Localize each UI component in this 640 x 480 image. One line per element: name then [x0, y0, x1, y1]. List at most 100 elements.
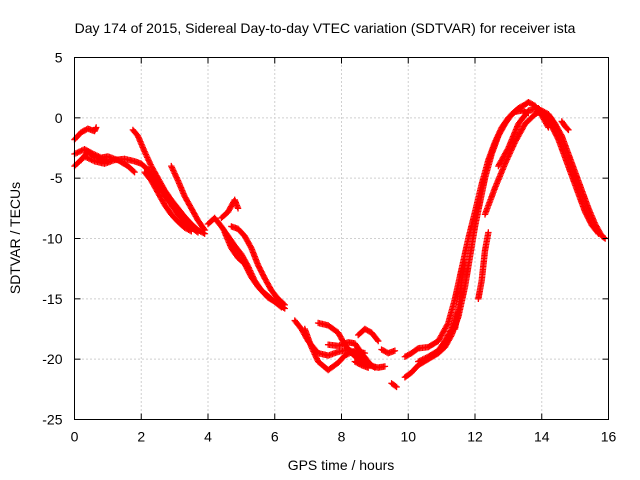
series-track-9: [218, 196, 242, 222]
series-track-19: [388, 380, 400, 391]
data-point: [74, 149, 81, 156]
x-axis-title: GPS time / hours: [288, 457, 395, 473]
x-tick-label: 16: [601, 429, 617, 445]
data-point: [85, 155, 93, 162]
data-point: [594, 229, 601, 236]
data-point: [341, 352, 349, 359]
data-point: [417, 357, 425, 364]
data-point: [147, 161, 154, 168]
data-point: [497, 127, 504, 134]
data-point: [494, 132, 501, 140]
series-track-26: [495, 104, 602, 237]
data-point: [145, 157, 152, 164]
data-point: [600, 234, 608, 241]
data-point: [131, 168, 138, 176]
data-point: [444, 321, 451, 328]
y-tick-label: -15: [42, 291, 62, 307]
series-track-10: [221, 229, 288, 312]
data-point: [365, 358, 372, 365]
y-tick-label: -5: [50, 170, 63, 186]
data-point: [130, 167, 137, 175]
data-point: [173, 174, 180, 181]
data-point: [142, 151, 150, 158]
series-track-20: [401, 98, 552, 381]
data-point: [170, 168, 178, 176]
data-point: [234, 205, 242, 212]
data-point: [169, 165, 176, 173]
y-tick-label: 5: [55, 50, 63, 66]
data-point: [87, 156, 94, 163]
data-point: [281, 301, 288, 309]
data-point: [393, 383, 400, 391]
data-point: [415, 358, 422, 365]
y-tick-label: -25: [42, 412, 62, 428]
data-points: [71, 98, 609, 391]
data-point: [420, 355, 428, 363]
series-track-15: [324, 339, 372, 365]
y-tick-label: -20: [42, 351, 62, 367]
series-track-18: [378, 346, 399, 357]
data-point: [168, 162, 175, 170]
data-point: [170, 167, 177, 174]
data-point: [312, 354, 320, 361]
data-point: [200, 225, 208, 233]
data-point: [485, 229, 492, 236]
data-point: [144, 154, 151, 161]
x-tick-label: 2: [137, 429, 145, 445]
data-point: [146, 160, 154, 167]
data-point: [77, 148, 84, 155]
y-axis-title: SDTVAR / TECUs: [7, 182, 23, 294]
data-point: [309, 346, 316, 354]
data-point: [72, 150, 80, 157]
series-track-6: [141, 168, 195, 235]
y-tick-label: -10: [42, 231, 62, 247]
data-point: [312, 352, 319, 359]
series-track-24: [475, 229, 492, 303]
data-point: [381, 363, 389, 370]
data-point: [391, 347, 399, 354]
x-tick-label: 12: [467, 429, 483, 445]
data-point: [188, 228, 195, 235]
data-point: [78, 147, 85, 154]
data-point: [595, 230, 602, 237]
data-point: [308, 345, 316, 352]
data-point: [92, 124, 100, 131]
data-point: [104, 158, 112, 165]
data-point: [365, 364, 372, 371]
series-track-16: [354, 325, 382, 345]
data-point: [375, 337, 382, 345]
data-point: [75, 148, 82, 156]
data-point: [311, 351, 318, 358]
data-point: [343, 351, 350, 359]
series-track-1: [71, 124, 100, 143]
series-track-25: [481, 107, 609, 242]
data-point: [496, 128, 503, 136]
data-point: [313, 355, 321, 362]
series-track-13: [301, 325, 369, 374]
data-point: [174, 175, 181, 183]
data-point: [392, 382, 399, 390]
data-point: [280, 300, 287, 308]
data-point: [172, 171, 179, 178]
data-point: [565, 126, 572, 134]
data-point: [504, 146, 511, 153]
x-tick-label: 0: [71, 429, 79, 445]
data-point: [419, 356, 426, 363]
data-point: [422, 354, 429, 362]
data-point: [416, 357, 423, 365]
x-tick-label: 8: [338, 429, 346, 445]
data-point: [141, 148, 148, 155]
data-point: [495, 130, 503, 137]
axis-ticks: 0 2 4 6 8 10 12 14 16 5 0 -5 -10 -15 -20 -25: [42, 50, 616, 445]
data-point: [310, 349, 318, 357]
series-track-4: [77, 148, 112, 165]
data-point: [146, 158, 153, 165]
x-tick-label: 14: [534, 429, 550, 445]
data-point: [310, 348, 317, 355]
data-point: [461, 259, 469, 266]
data-point: [308, 343, 315, 351]
data-point: [172, 173, 180, 180]
y-tick-label: 0: [55, 110, 63, 126]
series-track-21: [401, 107, 532, 360]
